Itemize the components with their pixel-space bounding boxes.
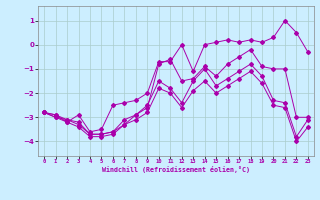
X-axis label: Windchill (Refroidissement éolien,°C): Windchill (Refroidissement éolien,°C) — [102, 166, 250, 173]
